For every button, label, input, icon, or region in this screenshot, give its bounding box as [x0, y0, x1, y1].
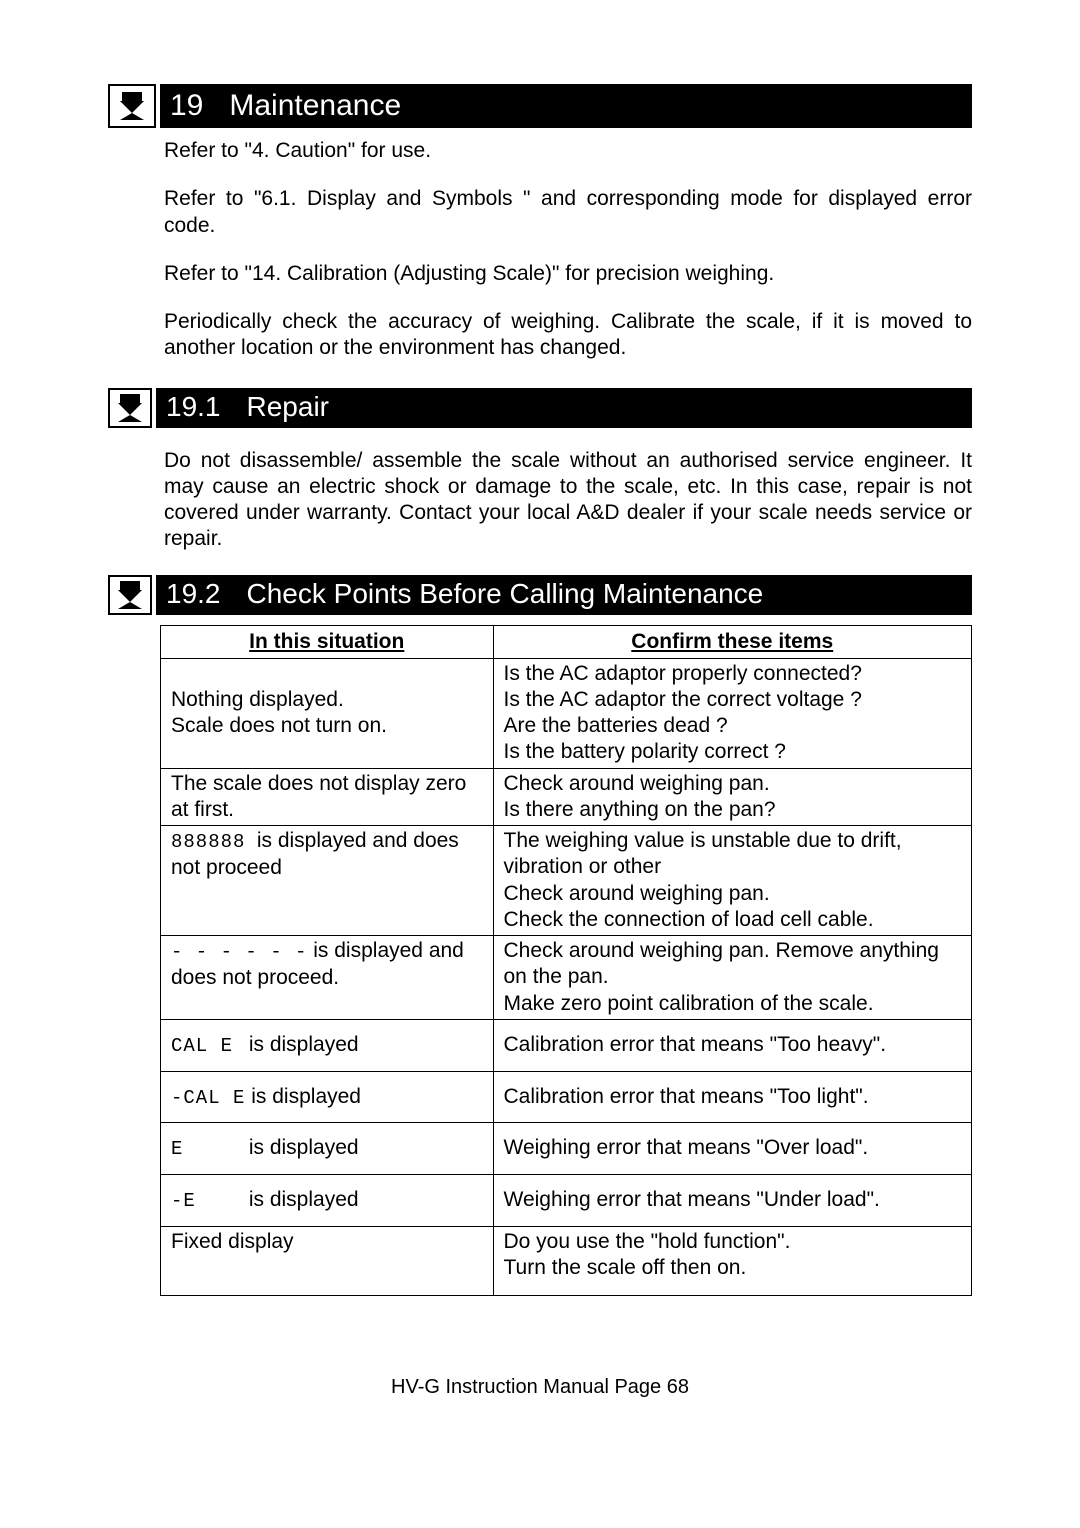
intro-p1: Refer to "4. Caution" for use. [164, 138, 972, 164]
situation-text: is displayed [243, 1136, 359, 1159]
down-arrow-icon [108, 84, 156, 128]
situation-text: Nothing displayed. [171, 687, 483, 713]
seg-code: -CAL E [171, 1087, 245, 1111]
heading-check: 19.2 Check Points Before Calling Mainten… [108, 575, 972, 615]
table-row: -CAL E is displayed Calibration error tha… [161, 1071, 972, 1123]
table-row: Fixed display Do you use the "hold functi… [161, 1226, 972, 1296]
confirm-text: Calibration error that means "Too light"… [504, 1084, 962, 1110]
confirm-cell: Check around weighing pan. Remove anythi… [493, 936, 972, 1020]
situation-text: is displayed [243, 1188, 359, 1211]
down-arrow-icon [108, 575, 152, 615]
confirm-cell: Is the AC adaptor properly connected?Is … [493, 658, 972, 768]
heading-repair-title: Repair [247, 391, 329, 423]
page: 19 Maintenance Refer to "4. Caution" for… [0, 0, 1080, 1528]
page-footer: HV-G Instruction Manual Page 68 [108, 1376, 972, 1399]
heading-main-title: Maintenance [229, 89, 401, 123]
confirm-text: Calibration error that means "Too heavy"… [504, 1032, 962, 1058]
seg-code: - - - - - - [171, 941, 307, 965]
situation-cell: Nothing displayed.Scale does not turn on… [161, 658, 494, 768]
heading-main-number: 19 [170, 89, 203, 123]
situation-cell: E is displayed [161, 1123, 494, 1175]
confirm-text: Check around weighing pan. [504, 881, 962, 907]
confirm-cell: Calibration error that means "Too light"… [493, 1071, 972, 1123]
seg-code: E [171, 1138, 243, 1162]
confirm-text: Is the AC adaptor the correct voltage ? [504, 687, 962, 713]
confirm-text: Check around weighing pan. Remove anythi… [504, 938, 962, 991]
confirm-text: Check the connection of load cell cable. [504, 907, 962, 933]
table-row: The scale does not display zero at first… [161, 768, 972, 826]
col-header-situation: In this situation [161, 625, 494, 658]
down-arrow-icon [108, 388, 152, 428]
confirm-text: The weighing value is unstable due to dr… [504, 828, 962, 881]
intro-p4: Periodically check the accuracy of weigh… [164, 309, 972, 362]
situation-cell: -E is displayed [161, 1175, 494, 1227]
table-row: Nothing displayed.Scale does not turn on… [161, 658, 972, 768]
intro-p2: Refer to "6.1. Display and Symbols " and… [164, 186, 972, 239]
table-row: E is displayed Weighing error that means … [161, 1123, 972, 1175]
situation-text: Scale does not turn on. [171, 713, 483, 739]
situation-cell: The scale does not display zero at first… [161, 768, 494, 826]
seg-code: 888888 [171, 831, 251, 855]
confirm-cell: Calibration error that means "Too heavy"… [493, 1019, 972, 1071]
confirm-text: Weighing error that means "Over load". [504, 1135, 962, 1161]
seg-code: -E [171, 1190, 243, 1214]
confirm-text: Is there anything on the pan? [504, 797, 962, 823]
confirm-cell: Weighing error that means "Under load". [493, 1175, 972, 1227]
heading-main: 19 Maintenance [108, 84, 972, 128]
repair-p1: Do not disassemble/ assemble the scale w… [164, 448, 972, 553]
situation-cell: Fixed display [161, 1226, 494, 1296]
situation-text: The scale does not display zero at first… [171, 771, 483, 824]
heading-check-title: Check Points Before Calling Maintenance [247, 578, 764, 610]
heading-repair-number: 19.1 [166, 391, 221, 423]
table-row: 888888 is displayed and does not proceed… [161, 826, 972, 936]
situation-cell: - - - - - - is displayed and does not pr… [161, 936, 494, 1020]
confirm-cell: The weighing value is unstable due to dr… [493, 826, 972, 936]
table-row: CAL E is displayed Calibration error that… [161, 1019, 972, 1071]
situation-text: Fixed display [171, 1229, 483, 1255]
confirm-text: Do you use the "hold function". [504, 1229, 962, 1255]
table-row: -E is displayed Weighing error that means… [161, 1175, 972, 1227]
confirm-cell: Weighing error that means "Over load". [493, 1123, 972, 1175]
confirm-text: Are the batteries dead ? [504, 713, 962, 739]
heading-check-number: 19.2 [166, 578, 221, 610]
heading-repair: 19.1 Repair [108, 388, 972, 428]
confirm-text: Turn the scale off then on. [504, 1255, 962, 1281]
confirm-cell: Check around weighing pan.Is there anyth… [493, 768, 972, 826]
situation-text: is displayed [243, 1033, 359, 1056]
confirm-text: Check around weighing pan. [504, 771, 962, 797]
confirm-text: Is the AC adaptor properly connected? [504, 661, 962, 687]
situation-text: is displayed [245, 1085, 361, 1108]
situation-cell: CAL E is displayed [161, 1019, 494, 1071]
situation-cell: 888888 is displayed and does not proceed [161, 826, 494, 936]
confirm-text: Make zero point calibration of the scale… [504, 991, 962, 1017]
table-row: - - - - - - is displayed and does not pr… [161, 936, 972, 1020]
col-header-confirm: Confirm these items [493, 625, 972, 658]
confirm-text: Is the battery polarity correct ? [504, 739, 962, 765]
intro-p3: Refer to "14. Calibration (Adjusting Sca… [164, 261, 972, 287]
situation-text [171, 661, 483, 687]
confirm-cell: Do you use the "hold function".Turn the … [493, 1226, 972, 1296]
check-table: In this situation Confirm these items No… [160, 625, 972, 1297]
confirm-text: Weighing error that means "Under load". [504, 1187, 962, 1213]
situation-cell: -CAL E is displayed [161, 1071, 494, 1123]
seg-code: CAL E [171, 1035, 243, 1059]
